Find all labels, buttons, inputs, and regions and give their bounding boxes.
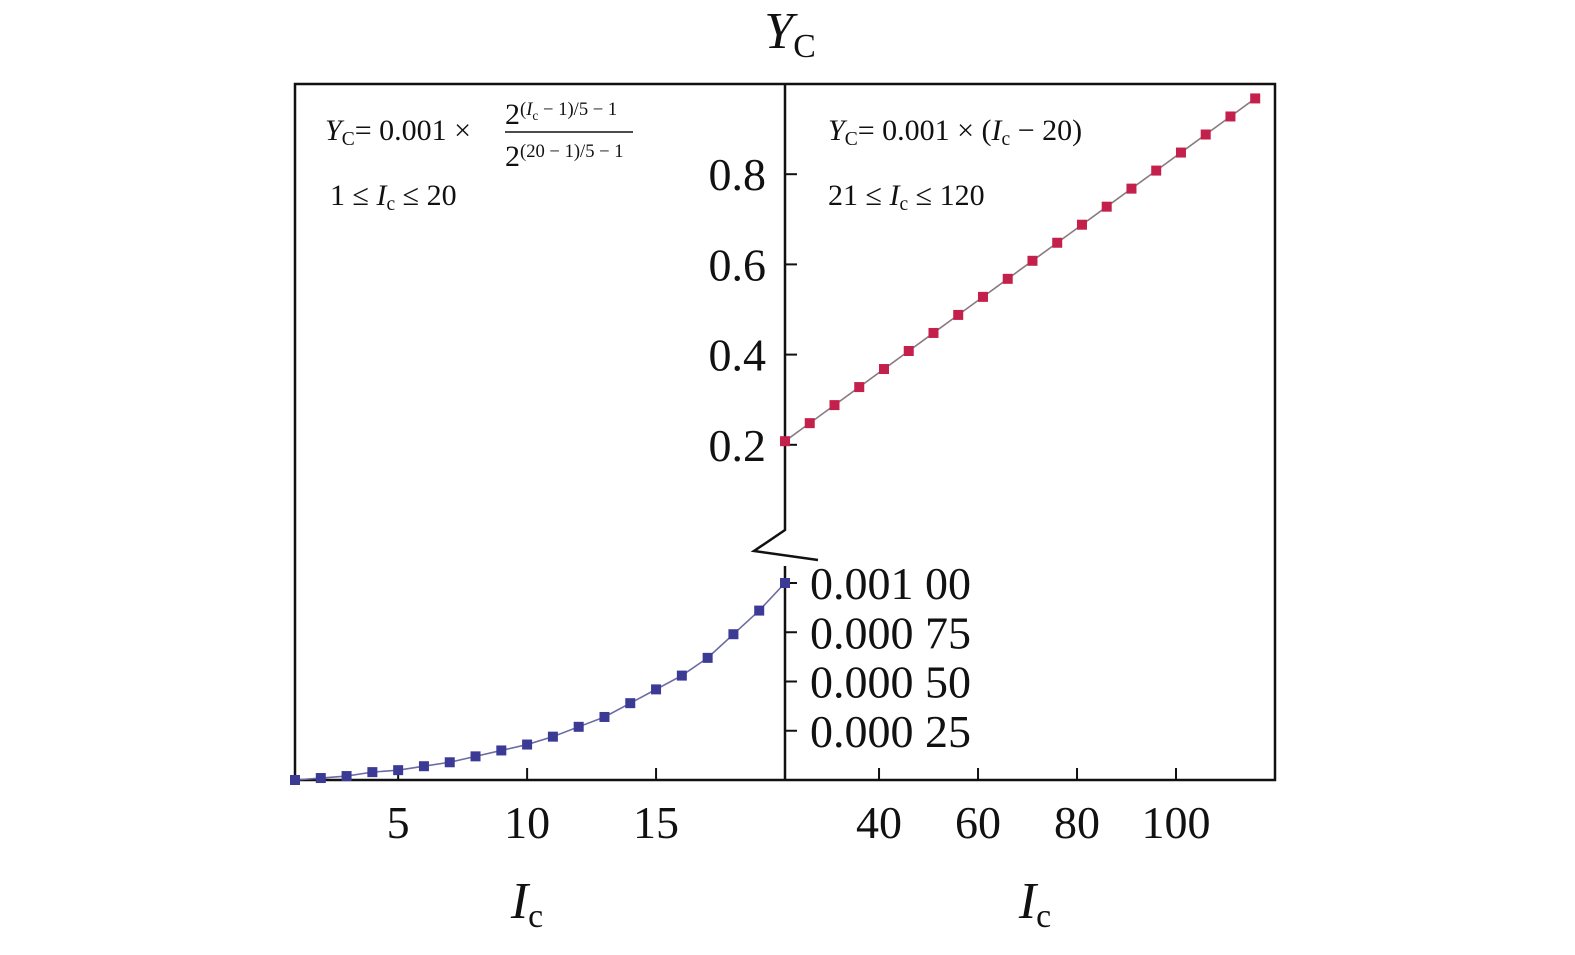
marker: [444, 757, 455, 768]
formula-numerator-part: c: [532, 108, 538, 123]
marker: [780, 578, 790, 588]
formula-part: = 0.001 × (: [858, 114, 992, 147]
range-part: I: [888, 179, 901, 212]
formula-part: − 20): [1010, 114, 1082, 147]
x-axis-label-part: I: [510, 873, 531, 930]
x-tick-label: 40: [856, 797, 902, 848]
x-tick-label: 60: [955, 797, 1001, 848]
formula-denominator-part: (20 − 1)/5 − 1: [520, 141, 624, 162]
marker: [1101, 201, 1112, 212]
marker: [393, 765, 404, 776]
range-part: c: [386, 194, 395, 215]
x-axis-label-part: c: [528, 898, 543, 935]
y-axis-label: YC: [764, 3, 815, 65]
formula-numerator: 2(Ic − 1)/5 − 1: [505, 98, 617, 131]
y-tick-label: 0.4: [709, 330, 767, 381]
formula-numerator-part: I: [525, 99, 533, 120]
marker: [780, 436, 790, 447]
range: 21 ≤ Ic ≤ 120: [828, 179, 985, 215]
marker: [1175, 147, 1186, 158]
formula-numerator-part: 2: [505, 98, 520, 131]
y-tick-label: 0.000 50: [810, 657, 971, 708]
formula-part: C: [845, 129, 858, 150]
marker: [1151, 165, 1162, 176]
range-part: ≤ 120: [908, 179, 984, 212]
formula-denominator: 2(20 − 1)/5 − 1: [505, 140, 624, 173]
marker: [1250, 93, 1261, 104]
marker: [754, 605, 765, 616]
marker: [702, 652, 713, 663]
marker: [1052, 237, 1063, 248]
marker: [573, 721, 584, 732]
formula-part: = 0.001 ×: [355, 114, 471, 147]
formula-part: c: [1002, 129, 1011, 150]
marker: [977, 291, 988, 302]
marker: [315, 773, 326, 784]
marker: [804, 418, 815, 429]
plot-frame: [293, 82, 1277, 782]
marker: [829, 400, 840, 411]
x-axis-label: Ic: [1018, 873, 1051, 935]
marker: [928, 327, 939, 338]
marker: [676, 670, 687, 681]
x-axis-label: Ic: [510, 873, 543, 935]
marker: [470, 751, 481, 762]
marker: [878, 364, 889, 375]
marker: [651, 684, 662, 695]
marker: [290, 775, 300, 785]
marker: [599, 711, 610, 722]
formula-part: Y: [325, 114, 345, 147]
marker: [1076, 219, 1087, 230]
marker: [522, 739, 533, 750]
marker: [903, 345, 914, 356]
series-line: [294, 582, 786, 781]
formula-part: C: [342, 129, 355, 150]
x-tick-label: 100: [1142, 797, 1211, 848]
y-tick-label: 0.8: [709, 149, 767, 200]
marker: [854, 382, 865, 393]
range: 1 ≤ Ic ≤ 20: [330, 179, 457, 215]
marker: [953, 309, 964, 320]
range-part: c: [899, 194, 908, 215]
range-part: I: [375, 179, 388, 212]
y-tick-label: 0.000 75: [810, 607, 971, 658]
x-tick-label: 10: [504, 797, 550, 848]
marker: [728, 629, 739, 640]
marker: [496, 745, 507, 756]
range-part: ≤ 20: [395, 179, 456, 212]
formula: YC= 0.001 × (Ic − 20): [828, 114, 1082, 150]
y-tick-label: 0.001 00: [810, 558, 971, 609]
y-axis-label-part: Y: [764, 3, 798, 60]
y-tick-label: 0.6: [709, 239, 767, 290]
formula-denominator-part: 2: [505, 140, 520, 173]
marker: [1225, 111, 1236, 122]
y-tick-label: 0.000 25: [810, 706, 971, 757]
marker: [625, 698, 636, 709]
marker: [1002, 273, 1013, 284]
marker: [367, 767, 378, 778]
x-tick-label: 80: [1054, 797, 1100, 848]
formula-part: I: [991, 114, 1004, 147]
range-part: 1 ≤: [330, 179, 376, 212]
x-tick-label: 15: [633, 797, 679, 848]
x-axis-label-part: c: [1036, 898, 1051, 935]
x-tick-label: 5: [387, 797, 410, 848]
axis-break: [750, 84, 819, 780]
marker: [418, 761, 429, 772]
formula-numerator-part: (: [520, 99, 526, 120]
formula-part: Y: [828, 114, 848, 147]
formula-numerator-part: − 1)/5 − 1: [538, 99, 617, 120]
marker: [1126, 183, 1137, 194]
marker: [547, 731, 558, 742]
marker: [1200, 129, 1211, 140]
marker: [341, 771, 352, 782]
marker: [1027, 255, 1038, 266]
x-axis-label-part: I: [1018, 873, 1039, 930]
y-axis-label-part: C: [793, 28, 816, 65]
range-part: 21 ≤: [828, 179, 889, 212]
formula: YC= 0.001 ×: [325, 114, 471, 150]
y-tick-label: 0.2: [709, 420, 767, 471]
